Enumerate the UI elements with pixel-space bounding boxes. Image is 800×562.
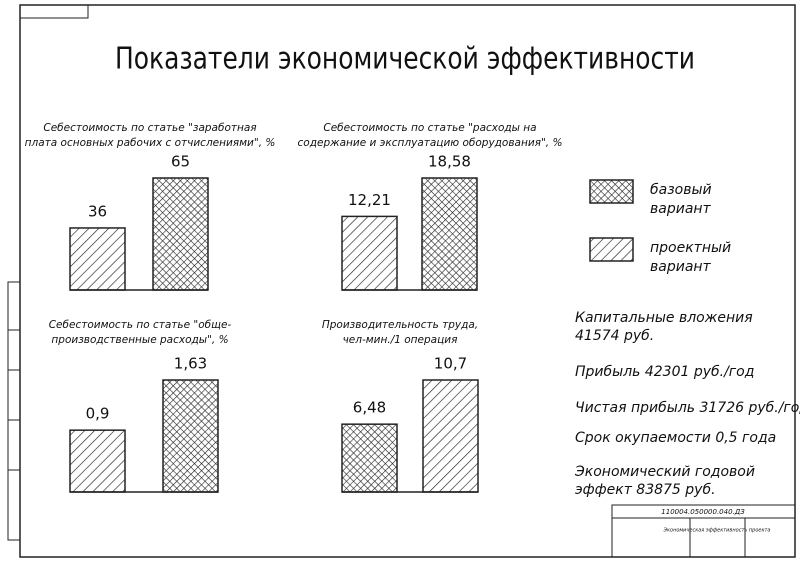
legend-label: вариант — [650, 259, 712, 275]
bar — [341, 423, 398, 493]
stamp-code: 110004.050000.040.ДЗ — [661, 508, 745, 516]
chart-title: Производительность труда, — [322, 319, 478, 331]
indicator: эффект 83875 руб. — [575, 482, 716, 498]
bar — [152, 177, 209, 291]
bar — [341, 215, 398, 291]
corner-box — [19, 4, 89, 19]
bar — [69, 429, 126, 493]
value-label: 6,48 — [353, 399, 386, 417]
indicator: Прибыль 42301 руб./год — [575, 364, 754, 380]
legend-swatch — [589, 179, 634, 204]
indicator: Экономический годовой — [574, 464, 755, 480]
title-block — [611, 504, 796, 558]
bar — [69, 227, 126, 291]
bar — [162, 379, 219, 493]
value-label: 65 — [171, 153, 190, 171]
bar — [422, 379, 479, 493]
value-label: 0,9 — [86, 405, 110, 423]
chart-title: плата основных рабочих с отчислениями", … — [25, 137, 276, 149]
frame — [19, 4, 796, 558]
chart-title: Себестоимость по статье "заработная — [43, 122, 256, 134]
chart-title: производственные расходы", % — [51, 334, 228, 346]
indicator: Капитальные вложения — [575, 310, 753, 326]
indicator: Срок окупаемости 0,5 года — [575, 430, 776, 446]
chart-title: Себестоимость по статье "расходы на — [323, 122, 536, 134]
page-title: Показатели экономической эффективности — [115, 42, 695, 77]
legend-label: проектный — [650, 240, 731, 256]
indicator: 41574 руб. — [575, 328, 654, 344]
legend-swatch — [589, 237, 634, 262]
chart-title: Себестоимость по статье "обще- — [49, 319, 232, 331]
value-label: 18,58 — [428, 153, 471, 171]
value-label: 10,7 — [434, 355, 467, 373]
bar — [421, 177, 478, 291]
indicator: Чистая прибыль 31726 руб./год — [575, 400, 800, 416]
value-label: 36 — [88, 202, 107, 220]
stamp-name: Экономическая эффективность проекта — [663, 528, 771, 534]
value-label: 12,21 — [348, 191, 391, 209]
side-strip — [7, 281, 21, 541]
value-label: 1,63 — [174, 355, 207, 373]
chart-title: чел-мин./1 операция — [343, 334, 458, 346]
legend-label: базовый — [650, 182, 712, 198]
chart-title: содержание и эксплуатацию оборудования",… — [298, 137, 563, 149]
legend-label: вариант — [650, 201, 712, 217]
